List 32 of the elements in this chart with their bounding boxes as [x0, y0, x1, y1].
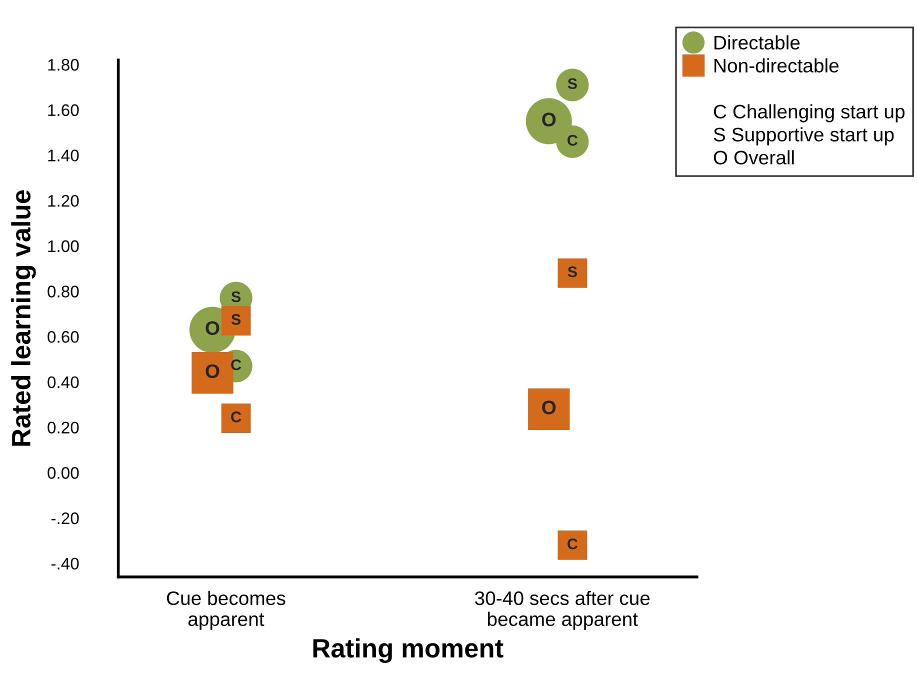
data-label: C	[568, 538, 578, 550]
text: C Challenging start up	[714, 104, 905, 122]
data-label: S	[568, 78, 577, 90]
y-tick-label: 1.20	[48, 194, 79, 207]
y-tick-label: 1.80	[48, 58, 79, 71]
y-tick-label: 0.00	[48, 467, 79, 479]
data-label: C	[568, 134, 578, 146]
legend-label: Non-directable	[714, 58, 839, 73]
y-tick-label: 0.60	[48, 331, 79, 343]
x-tick-label: Cue becomes apparent	[166, 590, 286, 630]
data-label: S	[231, 314, 241, 325]
data-label: O	[542, 112, 556, 126]
y-tick-label: 0.20	[48, 422, 79, 434]
x-tick-label: 30-40 secs after cue became apparent	[475, 590, 650, 630]
y-tick-label: 1.60	[48, 104, 79, 116]
data-label: O	[206, 321, 220, 336]
y-tick-label: 0.40	[48, 376, 79, 388]
data-label: O	[542, 400, 556, 414]
data-label: O	[206, 364, 220, 378]
y-tick-label: 1.40	[48, 150, 79, 162]
legend-label: Directable	[714, 35, 800, 50]
text: O Overall	[714, 150, 794, 164]
y-axis-title: Rated learning value	[11, 190, 36, 446]
y-tick-label: -.20	[51, 512, 79, 524]
y-tick-label: 0.80	[48, 286, 79, 298]
y-tick-label: 1.00	[48, 240, 79, 252]
y-tick-label: -.40	[51, 558, 79, 570]
data-label: S	[568, 266, 577, 278]
text: S Supportive start up	[714, 127, 894, 146]
data-label: S	[231, 291, 241, 302]
x-axis-title: Rating moment	[313, 638, 504, 663]
data-label: C	[231, 412, 242, 422]
